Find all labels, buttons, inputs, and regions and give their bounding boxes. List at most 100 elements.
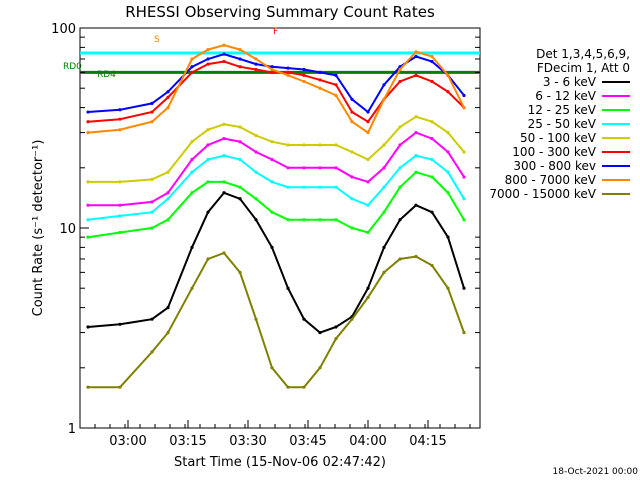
series-8-point-4 <box>190 286 194 290</box>
series-5-point-6 <box>222 59 226 64</box>
series-4-point-19 <box>430 120 434 124</box>
series-4-point-13 <box>334 143 338 147</box>
series-8-point-13 <box>334 336 338 341</box>
series-8-point-0 <box>86 385 90 389</box>
series-6-point-18 <box>414 54 418 59</box>
y-tick-label-0: 1 <box>68 422 76 437</box>
series-7-point-10 <box>286 73 290 77</box>
series-7-point-20 <box>446 73 450 77</box>
series-2-point-18 <box>414 170 418 174</box>
legend-label-0: 3 - 6 keV <box>543 75 597 89</box>
series-8-point-8 <box>254 317 258 321</box>
series-6-point-10 <box>286 66 290 70</box>
series-6-point-12 <box>318 70 322 74</box>
annotation-2: S <box>154 35 160 45</box>
legend-label-8: 7000 - 15000 keV <box>489 187 596 201</box>
series-3-point-16 <box>382 185 386 189</box>
series-4-point-0 <box>86 180 90 184</box>
series-7-point-19 <box>430 54 434 59</box>
series-5-point-10 <box>286 70 290 74</box>
series-7-point-17 <box>398 67 402 72</box>
series-4-point-15 <box>366 157 370 162</box>
y-tick-label-2: 100 <box>51 22 76 37</box>
series-3-point-2 <box>150 210 154 214</box>
series-7-point-1 <box>118 128 122 132</box>
series-7-point-18 <box>414 50 418 54</box>
series-4-point-9 <box>270 140 274 144</box>
series-8-point-20 <box>446 286 450 290</box>
series-line-1 <box>88 131 465 207</box>
series-5-point-0 <box>86 120 90 124</box>
series-6-point-19 <box>430 59 434 64</box>
series-5-point-18 <box>414 73 418 77</box>
series-7-point-9 <box>270 67 274 72</box>
series-4-point-16 <box>382 143 386 147</box>
series-3-point-10 <box>286 185 290 189</box>
series-0-point-13 <box>334 325 338 329</box>
series-3-point-6 <box>222 154 226 158</box>
series-0-point-10 <box>286 286 290 290</box>
series-0-point-4 <box>190 245 194 249</box>
series-1-point-6 <box>222 136 226 141</box>
series-4-point-18 <box>414 115 418 119</box>
plot-frame <box>79 27 481 429</box>
series-1-point-19 <box>430 136 434 141</box>
series-8-point-10 <box>286 385 290 389</box>
series-8-point-2 <box>150 350 154 354</box>
series-4-point-4 <box>190 140 194 144</box>
legend-header-0: Det 1,3,4,5,6,9, <box>536 47 630 61</box>
legend-label-1: 6 - 12 keV <box>535 89 597 103</box>
series-3-point-12 <box>318 185 322 189</box>
series-line-4 <box>88 115 465 183</box>
series-7-point-2 <box>150 120 154 124</box>
series-8-point-9 <box>270 366 274 370</box>
series-7-point-5 <box>206 47 210 52</box>
footer-date: 18-Oct-2021 00:00 <box>553 467 639 477</box>
series-0-point-12 <box>318 330 322 335</box>
series-1-point-0 <box>86 203 90 207</box>
series-2-point-12 <box>318 218 322 222</box>
series-1-point-12 <box>318 166 322 170</box>
legend-label-3: 25 - 50 keV <box>528 117 597 131</box>
series-line-7 <box>87 44 465 135</box>
x-tick-label-5: 04:15 <box>409 434 446 449</box>
series-5-point-15 <box>366 120 370 124</box>
series-6-point-0 <box>86 110 90 114</box>
series-8-point-21 <box>462 330 466 335</box>
series-line-0 <box>87 191 465 334</box>
series-1-point-9 <box>270 157 274 162</box>
series-6-point-6 <box>222 52 226 56</box>
series-6-point-21 <box>462 93 466 98</box>
series-1-point-8 <box>254 150 258 154</box>
series-7-point-14 <box>350 120 354 124</box>
series-2-point-14 <box>350 226 354 230</box>
series-4-point-21 <box>462 150 466 154</box>
legend-label-6: 300 - 800 kev <box>513 159 596 173</box>
series-2-point-10 <box>286 218 290 222</box>
series-2-point-13 <box>334 218 338 222</box>
series-0-point-1 <box>118 322 122 326</box>
series-5-point-19 <box>430 79 434 84</box>
annotation-3: F <box>273 27 278 37</box>
series-7-point-7 <box>238 47 242 52</box>
series-2-point-20 <box>446 191 450 195</box>
series-8-point-19 <box>430 263 434 268</box>
series-3-point-11 <box>302 185 306 189</box>
series-2-point-2 <box>150 226 154 230</box>
series-1-point-11 <box>302 166 306 170</box>
x-tick-label-2: 03:30 <box>229 434 266 449</box>
series-4-point-11 <box>302 143 306 147</box>
series-0-point-18 <box>414 203 418 207</box>
y-tick-label-1: 10 <box>59 222 76 237</box>
series-2-point-21 <box>462 218 466 222</box>
series-3-point-14 <box>350 197 354 201</box>
x-tick-label-1: 03:15 <box>169 434 206 449</box>
series-6-point-16 <box>382 83 386 87</box>
series-7-point-12 <box>318 86 322 90</box>
series-3-point-4 <box>190 170 194 174</box>
series-8-point-14 <box>350 317 354 321</box>
series-2-point-17 <box>398 185 402 189</box>
series-0-point-5 <box>206 210 210 214</box>
series-4-point-6 <box>222 122 226 126</box>
legend: Det 1,3,4,5,6,9,FDecim 1, Att 03 - 6 keV… <box>489 47 630 201</box>
